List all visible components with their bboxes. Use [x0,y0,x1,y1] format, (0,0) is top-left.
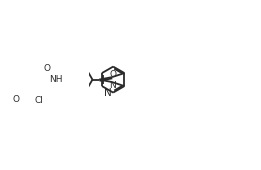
Text: Cl: Cl [35,96,44,105]
Text: O: O [44,64,51,73]
Text: N: N [104,88,112,98]
Text: O: O [12,95,19,104]
Text: NH: NH [49,75,62,84]
Text: O: O [109,70,116,79]
Text: N: N [109,81,116,90]
